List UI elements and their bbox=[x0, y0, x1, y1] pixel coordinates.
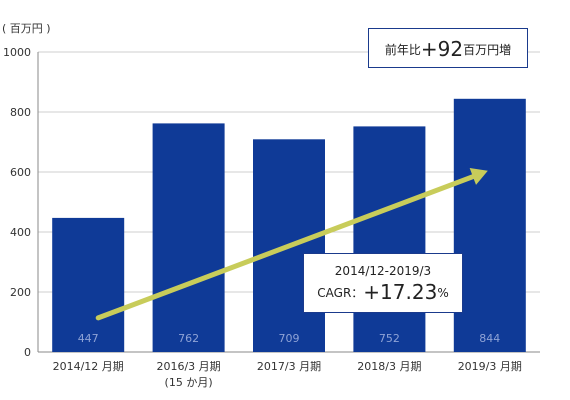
cagr-suffix: % bbox=[437, 286, 449, 300]
bar bbox=[353, 126, 426, 353]
cagr-value: +17.23 bbox=[363, 280, 438, 304]
bar-value-label: 762 bbox=[178, 332, 199, 345]
x-tick-label: 2016/3 月期 bbox=[156, 360, 220, 373]
yoy-callout: 前年比+92百万円増 bbox=[368, 28, 528, 68]
y-tick-label: 1000 bbox=[3, 46, 31, 59]
cagr-callout: 2014/12-2019/3 CAGR：+17.23% bbox=[303, 253, 463, 313]
cagr-line: CAGR：+17.23% bbox=[304, 280, 462, 304]
y-tick-label: 800 bbox=[10, 106, 31, 119]
x-tick-sublabel: (15 か月) bbox=[165, 376, 213, 389]
bar-value-label: 752 bbox=[379, 332, 400, 345]
x-tick-label: 2014/12 月期 bbox=[53, 360, 124, 373]
yoy-suffix: 百万円増 bbox=[463, 43, 512, 57]
cagr-label: CAGR： bbox=[317, 286, 364, 300]
y-tick-label: 400 bbox=[10, 226, 31, 239]
x-tick-label: 2019/3 月期 bbox=[458, 360, 522, 373]
trend-arrow-line bbox=[95, 172, 481, 321]
yoy-prefix: 前年比 bbox=[384, 43, 421, 57]
trend-arrow-head bbox=[469, 168, 488, 185]
bar-value-label: 709 bbox=[279, 332, 300, 345]
bar-value-label: 447 bbox=[78, 332, 99, 345]
y-tick-label: 600 bbox=[10, 166, 31, 179]
y-axis-unit-label: ( 百万円 ) bbox=[2, 22, 51, 35]
cagr-period: 2014/12-2019/3 bbox=[334, 264, 432, 278]
y-tick-label: 200 bbox=[10, 286, 31, 299]
yoy-value: +92 bbox=[420, 37, 464, 61]
bar bbox=[453, 98, 526, 352]
y-tick-label: 0 bbox=[24, 346, 31, 359]
bar bbox=[152, 123, 225, 353]
bar-value-label: 844 bbox=[479, 332, 500, 345]
x-tick-label: 2018/3 月期 bbox=[357, 360, 421, 373]
x-tick-label: 2017/3 月期 bbox=[257, 360, 321, 373]
bar bbox=[52, 217, 125, 352]
